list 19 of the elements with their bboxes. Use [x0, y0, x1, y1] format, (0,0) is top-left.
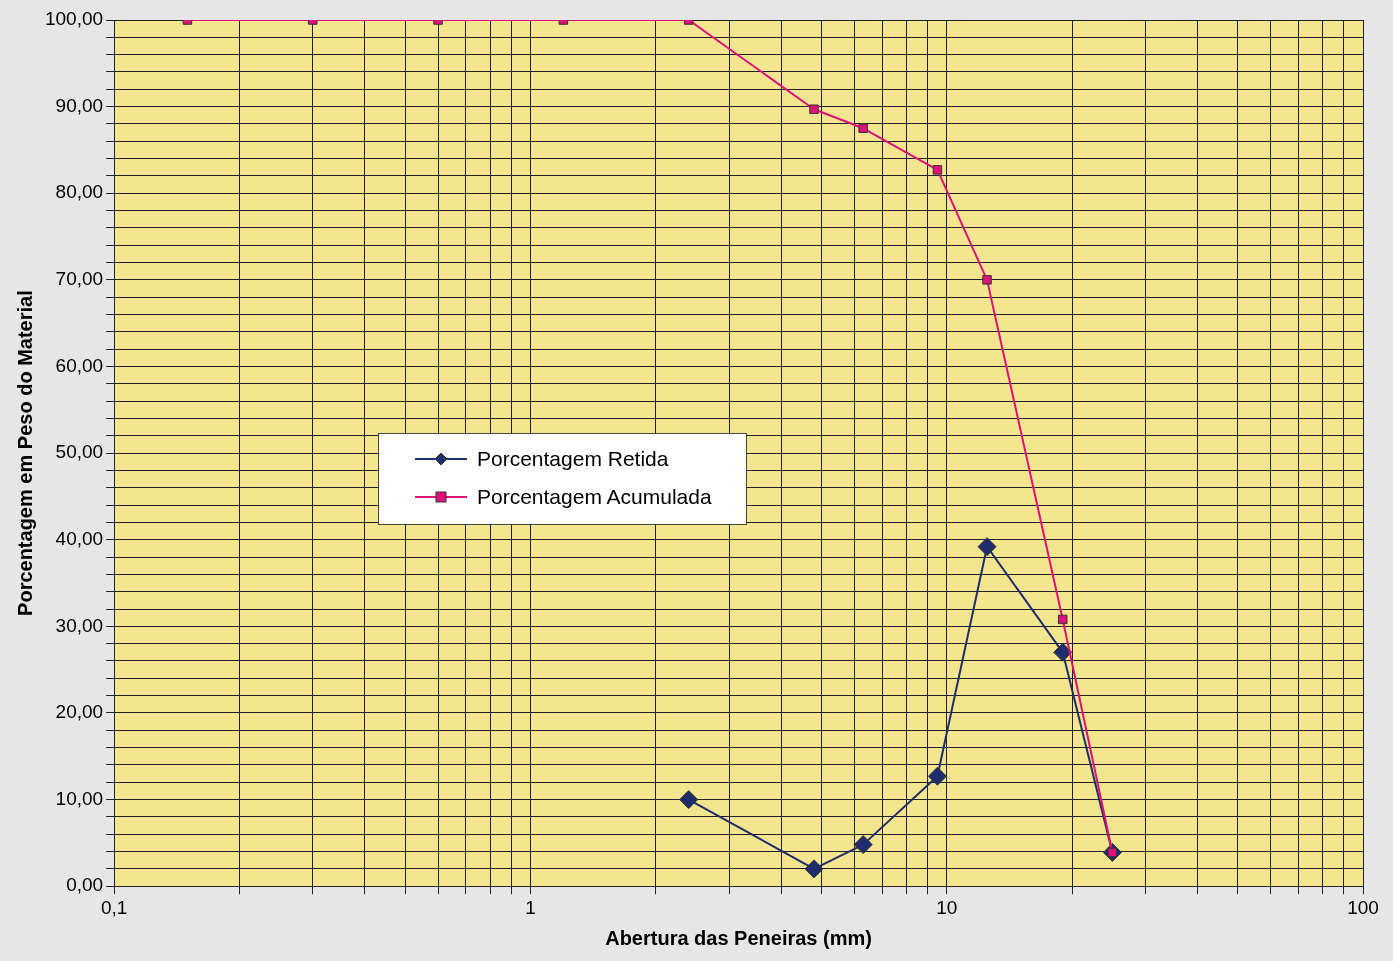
x-tick-label: 1: [525, 896, 536, 918]
y-axis-title: Porcentagem em Peso do Material: [13, 290, 36, 616]
x-tick-label: 100: [1347, 896, 1379, 918]
legend-label: Porcentagem Acumulada: [477, 485, 712, 509]
y-tick-label: 40,00: [55, 527, 104, 549]
x-tick-label: 10: [936, 896, 958, 918]
y-tick-label: 10,00: [55, 787, 104, 809]
y-tick-label: 20,00: [55, 701, 104, 723]
y-tick-label: 0,00: [66, 874, 104, 896]
y-tick-label: 90,00: [55, 94, 104, 116]
x-tick-label: 0,1: [100, 896, 128, 918]
x-axis-title: Abertura das Peneiras (mm): [605, 926, 872, 949]
legend-label: Porcentagem Retida: [477, 447, 669, 471]
y-tick-label: 70,00: [55, 268, 104, 290]
y-tick-label: 50,00: [55, 441, 104, 463]
y-tick-label: 100,00: [44, 8, 104, 30]
y-tick-label: 30,00: [55, 614, 104, 636]
y-tick-label: 60,00: [55, 354, 104, 376]
y-tick-label: 80,00: [55, 181, 104, 203]
